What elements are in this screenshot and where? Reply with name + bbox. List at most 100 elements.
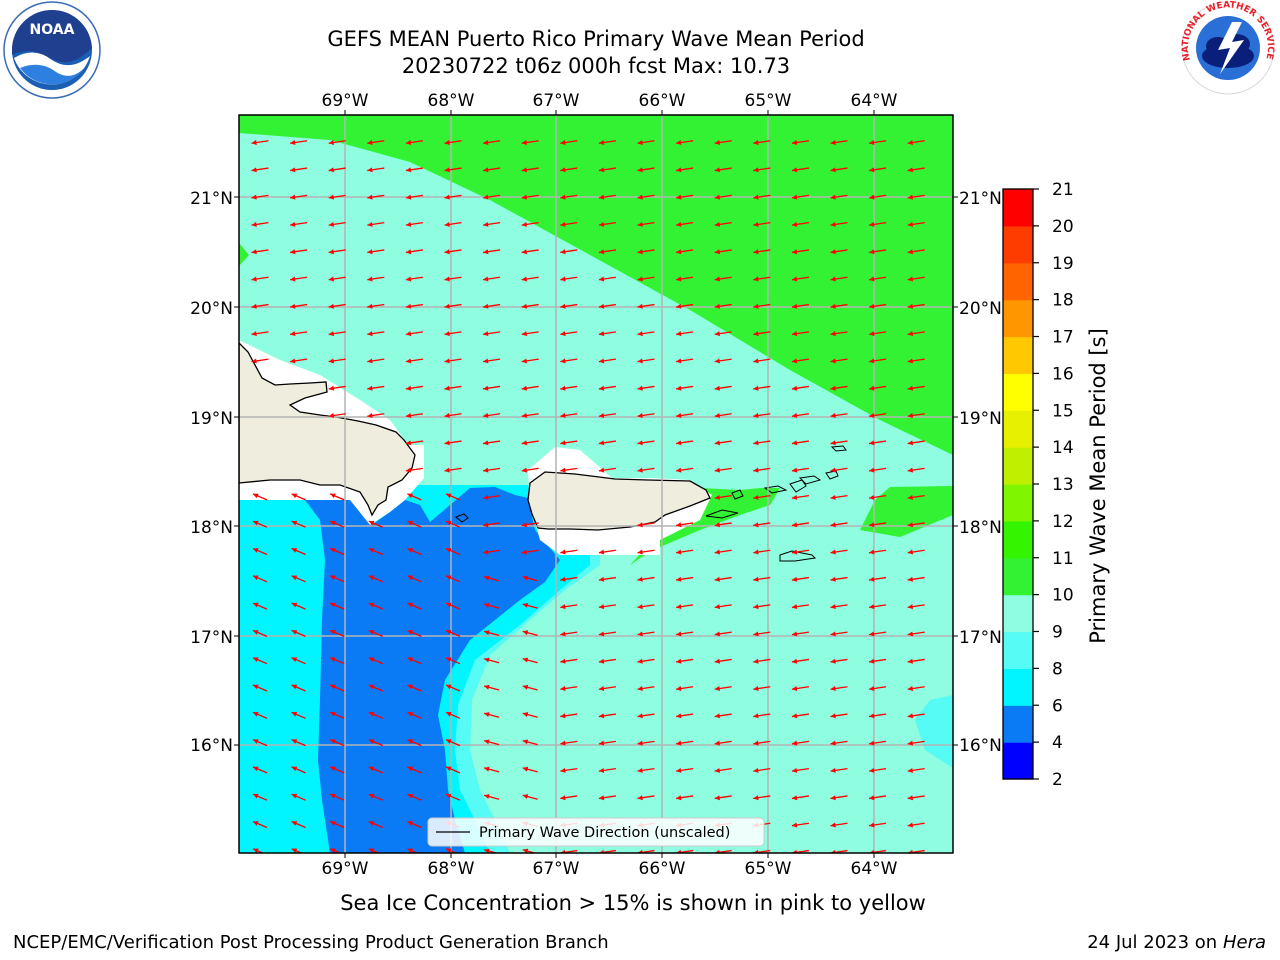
wave-direction-arrow bbox=[676, 549, 694, 555]
wave-direction-arrow bbox=[714, 576, 732, 582]
wave-direction-arrow bbox=[407, 575, 422, 583]
wave-direction-arrow bbox=[598, 413, 616, 418]
lat-label-right-19n: 19°N bbox=[959, 409, 1002, 429]
wave-direction-arrow bbox=[830, 276, 848, 282]
wave-direction-arrow bbox=[252, 547, 268, 556]
wave-direction-arrow bbox=[483, 549, 501, 555]
tortola-island bbox=[798, 475, 822, 485]
wave-direction-arrow bbox=[291, 629, 306, 637]
wave-direction-arrow bbox=[368, 739, 384, 747]
colorbar-segment bbox=[1003, 225, 1033, 264]
wave-direction-arrow bbox=[714, 140, 732, 145]
wave-direction-arrow bbox=[290, 194, 308, 200]
wave-direction-arrow bbox=[444, 331, 462, 337]
wave-direction-arrow bbox=[753, 140, 771, 145]
wave-direction-arrow bbox=[791, 249, 809, 255]
wave-direction-arrow bbox=[714, 249, 732, 255]
wave-direction-arrow bbox=[329, 520, 345, 528]
wave-direction-arrow bbox=[676, 767, 694, 773]
wave-direction-arrow bbox=[791, 822, 809, 828]
wave-direction-arrow bbox=[830, 604, 848, 610]
colorbar-tick-label: 10 bbox=[1052, 586, 1074, 606]
wave-direction-arrow bbox=[522, 794, 538, 800]
virgin-gorda-island bbox=[825, 470, 839, 480]
wave-direction-arrow bbox=[367, 140, 385, 145]
wave-direction-arrow bbox=[753, 604, 771, 610]
lat-label-right-17n: 17°N bbox=[959, 628, 1002, 648]
wave-direction-arrow bbox=[830, 303, 848, 309]
wave-direction-arrow bbox=[907, 249, 925, 255]
wave-direction-arrow bbox=[869, 249, 887, 255]
colorbar-tick-label: 16 bbox=[1052, 364, 1074, 384]
wave-direction-arrow bbox=[598, 713, 616, 719]
wave-direction-arrow bbox=[521, 440, 539, 446]
footer-date: 24 Jul 2023 on Hera bbox=[1087, 932, 1266, 953]
wave-direction-arrow bbox=[445, 793, 461, 801]
wave-direction-arrow bbox=[791, 413, 809, 418]
lat-label-left-20n: 20°N bbox=[190, 299, 233, 319]
wave-direction-arrow bbox=[598, 549, 616, 555]
wave-direction-arrow bbox=[791, 467, 809, 473]
wave-direction-arrow bbox=[252, 657, 268, 665]
wave-direction-arrow bbox=[637, 440, 655, 446]
wave-direction-arrow bbox=[560, 576, 578, 582]
wave-direction-arrow bbox=[676, 413, 694, 418]
wave-direction-arrow bbox=[405, 467, 423, 473]
wave-direction-arrow bbox=[753, 221, 771, 227]
wave-direction-arrow bbox=[407, 657, 422, 665]
wave-direction-arrow bbox=[869, 303, 887, 309]
wave-direction-arrow bbox=[483, 167, 501, 173]
wave-direction-arrow bbox=[522, 575, 538, 582]
wave-direction-arrow bbox=[251, 221, 269, 227]
wave-direction-arrow bbox=[753, 494, 771, 500]
wave-direction-arrow bbox=[252, 848, 265, 853]
wave-direction-arrow bbox=[405, 358, 423, 364]
wave-direction-arrow bbox=[791, 385, 809, 391]
colorbar-tick-label: 21 bbox=[1052, 180, 1074, 200]
wave-direction-arrow bbox=[753, 249, 771, 255]
lon-label-top-67w: 67°W bbox=[533, 91, 580, 111]
wave-direction-arrow bbox=[328, 249, 346, 255]
colorbar: 2 4 6 8 9 10 11 12 13 14 15 16 17 18 19 20 21 bbox=[1003, 180, 1074, 790]
wave-direction-arrow bbox=[598, 249, 616, 255]
wave-direction-arrow bbox=[907, 467, 925, 473]
wave-direction-arrow bbox=[676, 686, 694, 691]
wave-direction-arrow bbox=[560, 276, 578, 282]
mona-island bbox=[455, 513, 469, 523]
wave-direction-arrow bbox=[522, 657, 538, 664]
wave-direction-arrow bbox=[753, 276, 771, 282]
wave-direction-arrow bbox=[676, 604, 694, 610]
wave-direction-arrow bbox=[405, 194, 423, 200]
wave-direction-arrow bbox=[445, 711, 461, 719]
wave-direction-arrow bbox=[791, 740, 809, 746]
wave-direction-arrow bbox=[907, 276, 925, 282]
wave-direction-arrow bbox=[714, 686, 732, 691]
wave-direction-arrow bbox=[869, 549, 887, 555]
wave-direction-arrow bbox=[598, 440, 616, 446]
wave-direction-arrow bbox=[483, 249, 501, 255]
wave-direction-arrow bbox=[251, 140, 269, 145]
wave-direction-arrow bbox=[405, 221, 423, 227]
culebra-island bbox=[731, 489, 744, 500]
wave-direction-arrow bbox=[598, 221, 616, 227]
wave-direction-arrow bbox=[907, 494, 925, 500]
dark-blue-region bbox=[305, 487, 560, 853]
wave-direction-arrow bbox=[598, 767, 616, 773]
wave-direction-arrow bbox=[637, 631, 655, 637]
wave-direction-arrow bbox=[407, 629, 422, 637]
wave-direction-arrow bbox=[291, 848, 304, 853]
wave-direction-arrow bbox=[560, 549, 578, 555]
wave-direction-arrow bbox=[368, 520, 384, 528]
wave-direction-arrow bbox=[907, 549, 925, 555]
wave-direction-arrow bbox=[251, 276, 269, 282]
wave-direction-arrow bbox=[676, 440, 694, 446]
wave-direction-arrow bbox=[753, 413, 771, 418]
wave-direction-arrow bbox=[407, 547, 422, 556]
wave-direction-arrow bbox=[407, 820, 422, 829]
wave-direction-arrow bbox=[483, 413, 501, 418]
wave-direction-arrow bbox=[290, 331, 308, 337]
wave-direction-arrow bbox=[637, 604, 655, 610]
wave-direction-arrow bbox=[830, 822, 848, 828]
lon-label-top-68w: 68°W bbox=[428, 91, 475, 111]
wave-direction-arrow bbox=[405, 167, 423, 173]
